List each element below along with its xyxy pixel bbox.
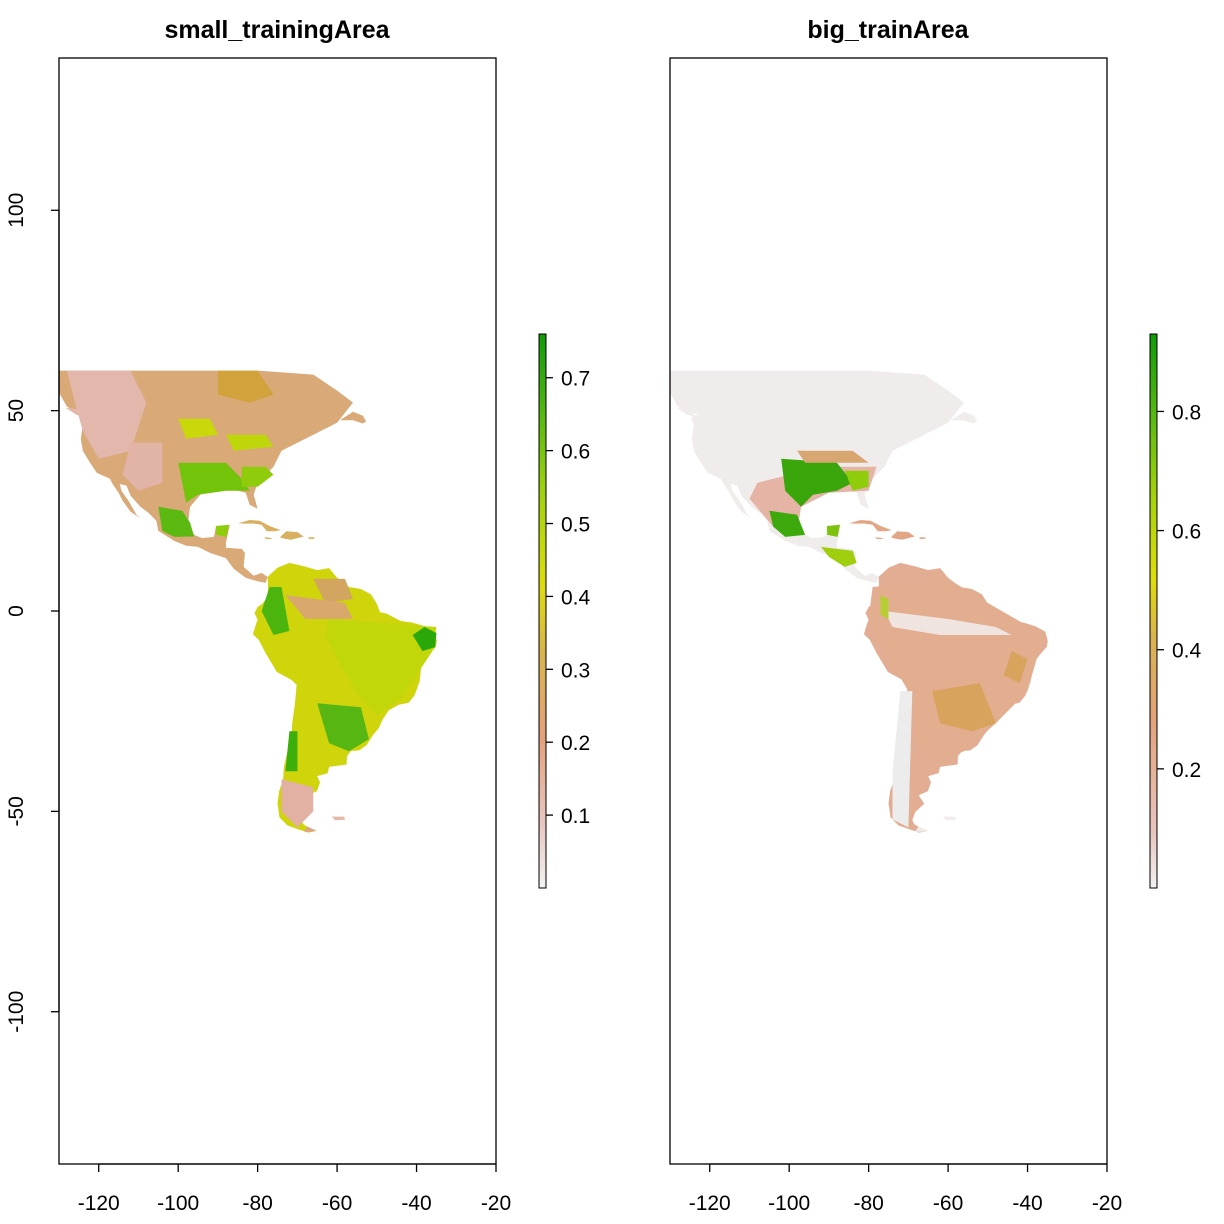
x-tick-label: -120	[689, 1192, 731, 1215]
raster-map	[59, 370, 437, 833]
land-vancouver-island	[676, 407, 697, 417]
land-cuba	[849, 520, 892, 532]
y-tick-label: -100	[5, 991, 28, 1033]
suitability-patch	[932, 683, 996, 732]
suitability-patch	[178, 462, 250, 503]
land-puerto-rico	[919, 537, 926, 539]
x-tick-label: -60	[933, 1192, 963, 1215]
panel-title: small_trainingArea	[164, 16, 390, 44]
suitability-patch	[325, 619, 437, 716]
y-axis: 100 50 0 -50 -100	[5, 193, 60, 1033]
x-tick-label: -20	[1092, 1192, 1122, 1215]
suitability-patch	[122, 442, 163, 491]
legend-tick-label: 0.2	[561, 732, 590, 755]
x-tick-label: -80	[853, 1192, 883, 1215]
suitability-patch	[769, 510, 806, 537]
suitability-patch	[285, 731, 298, 772]
suitability-patch	[317, 703, 369, 752]
legend-tick-label: 0.8	[1172, 401, 1201, 424]
suitability-patch	[261, 587, 290, 635]
suitability-patch	[844, 470, 869, 491]
x-axis: -120 -100 -80 -60 -40 -20	[78, 1163, 511, 1215]
suitability-patch	[66, 370, 147, 459]
land-tierra-del-fuego	[915, 826, 928, 832]
land-newfoundland	[950, 411, 978, 424]
legend-tick-label: 0.3	[561, 659, 590, 682]
color-legend: 0.1 0.2 0.3 0.4 0.5 0.6 0.7	[538, 333, 591, 889]
x-tick-label: -40	[401, 1192, 431, 1215]
suitability-patch	[892, 691, 913, 828]
raster-map	[670, 370, 1048, 833]
legend-tick-label: 0.4	[1172, 640, 1202, 663]
x-tick-label: -60	[322, 1192, 352, 1215]
y-tick-label: -50	[5, 796, 28, 826]
land-jamaica	[875, 537, 884, 540]
legend-colorbar	[1149, 333, 1158, 889]
x-tick-label: -80	[242, 1192, 272, 1215]
y-tick-label: 0	[5, 605, 28, 617]
suitability-patch	[1003, 651, 1028, 684]
land-cuba	[238, 520, 281, 532]
suitability-patch	[884, 611, 1012, 635]
land-puerto-rico	[308, 537, 315, 539]
panel-title: big_trainArea	[807, 16, 969, 44]
suitability-patch	[781, 458, 853, 507]
suitability-patch	[821, 546, 857, 567]
legend-tick-label: 0.7	[561, 368, 590, 391]
x-axis: -120 -100 -80 -60 -40 -20	[689, 1163, 1122, 1215]
x-tick-label: -40	[1012, 1192, 1042, 1215]
x-tick-label: -120	[78, 1192, 120, 1215]
y-tick-label: 50	[5, 399, 28, 422]
panel-big-train-area: big_trainArea -120 -100 -80 -60 -40 -20 0.20.…	[669, 16, 1202, 1215]
suitability-patch	[313, 578, 353, 603]
suitability-patch	[225, 434, 274, 451]
land-yucatan	[215, 524, 229, 537]
suitability-patch	[217, 370, 274, 403]
legend-tick-label: 0.4	[561, 586, 591, 609]
legend-colorbar	[538, 333, 547, 889]
land-tierra-del-fuego	[304, 826, 317, 832]
y-tick-label: 100	[5, 193, 28, 228]
land-newfoundland	[339, 411, 367, 424]
color-legend: 0.2 0.4 0.6 0.8	[1149, 333, 1202, 889]
x-tick-label: -100	[768, 1192, 810, 1215]
land-hispaniola	[279, 531, 304, 540]
legend-tick-label: 0.6	[561, 441, 590, 464]
panel-small-training-area: small_trainingArea -120 -100 -80 -60 -40 -20 …	[5, 16, 591, 1215]
land-jamaica	[264, 537, 273, 540]
legend-tick-label: 0.2	[1172, 759, 1201, 782]
suitability-patch	[178, 418, 218, 439]
land-hispaniola	[890, 531, 915, 540]
land-falklands	[331, 816, 345, 821]
land-falklands	[942, 816, 956, 821]
x-tick-label: -100	[157, 1192, 199, 1215]
suitability-patch	[797, 450, 869, 463]
legend-tick-label: 0.6	[1172, 521, 1201, 544]
suitability-patch	[281, 779, 314, 828]
legend-tick-label: 0.1	[561, 805, 590, 828]
suitability-patch	[158, 506, 195, 537]
suitability-patch	[880, 595, 889, 619]
suitability-patch	[241, 466, 274, 487]
x-tick-label: -20	[481, 1192, 511, 1215]
suitability-patch	[285, 595, 353, 619]
land-yucatan	[826, 524, 840, 537]
legend-tick-label: 0.5	[561, 514, 590, 537]
suitability-patch	[412, 627, 437, 652]
